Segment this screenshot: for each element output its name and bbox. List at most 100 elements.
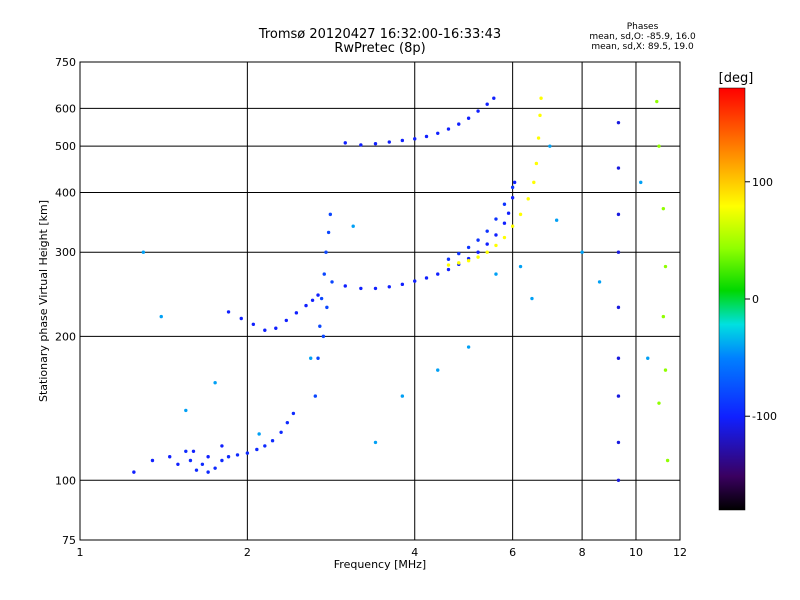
data-point (485, 229, 489, 233)
phases-o-mode: mean, sd,O: -85.9, 16.0 (589, 32, 696, 42)
x-tick-label: 1 (77, 546, 84, 559)
data-point (226, 455, 231, 459)
data-point (326, 230, 331, 235)
data-point (322, 272, 326, 276)
data-point (291, 411, 296, 416)
data-point (548, 144, 552, 148)
data-point (176, 462, 180, 467)
colorbar-tick-label: 100 (752, 176, 773, 189)
data-point (424, 134, 429, 139)
data-point (661, 314, 666, 319)
data-point (310, 298, 315, 302)
data-point (330, 280, 334, 284)
data-point (616, 305, 621, 310)
y-tick-labels: 75 100 200 300 400 500 600 750 (55, 56, 76, 547)
data-point (318, 324, 322, 328)
data-point (321, 334, 326, 339)
data-point (373, 141, 378, 146)
data-point (294, 311, 299, 315)
data-point (200, 462, 205, 467)
data-point (400, 138, 405, 143)
data-point (343, 141, 347, 145)
data-point (494, 243, 498, 248)
data-point (436, 368, 440, 372)
data-point (502, 221, 507, 225)
data-point (466, 245, 471, 250)
x-tick-label: 2 (244, 546, 251, 559)
data-point (413, 279, 417, 283)
data-point (400, 394, 405, 398)
data-point (270, 439, 275, 443)
grid-lines (80, 62, 680, 540)
data-points (132, 96, 670, 482)
data-point (343, 284, 347, 288)
phases-x-mode: mean, sd,X: 89.5, 19.0 (591, 42, 694, 52)
data-point (359, 143, 363, 147)
data-point (220, 458, 224, 463)
data-point (324, 250, 328, 254)
data-point (510, 224, 515, 228)
data-point (597, 280, 602, 284)
chart-title: Tromsø 20120427 16:32:00-16:33:43 (258, 27, 502, 42)
data-point (476, 250, 480, 254)
data-point (661, 206, 666, 211)
data-point (457, 251, 461, 256)
data-point (373, 440, 378, 445)
data-point (616, 212, 621, 217)
data-point (494, 217, 498, 221)
data-point (184, 408, 188, 413)
data-point (616, 394, 621, 398)
data-point (313, 394, 318, 398)
data-point (387, 140, 391, 144)
y-tick-label: 300 (55, 246, 76, 259)
data-point (502, 235, 507, 240)
data-point (510, 185, 515, 190)
phases-title: Phases (626, 22, 659, 32)
x-axis-label: Frequency [MHz] (334, 558, 426, 571)
data-point (328, 212, 333, 217)
data-point (536, 136, 541, 140)
chart-subtitle: RwPretec (8p) (334, 41, 426, 56)
data-point (502, 202, 507, 206)
data-point (359, 286, 363, 291)
data-point (518, 212, 523, 217)
data-point (616, 440, 621, 445)
x-tick-label: 10 (629, 546, 643, 559)
data-point (457, 122, 461, 126)
data-point (168, 455, 172, 459)
data-point (657, 401, 661, 405)
data-point (538, 113, 542, 118)
data-point (446, 127, 451, 131)
data-point (285, 420, 290, 425)
data-point (512, 180, 517, 185)
data-point (534, 161, 539, 166)
data-point (150, 458, 155, 463)
data-point (309, 356, 313, 360)
x-tick-labels: 1 2 4 6 8 10 12 (77, 546, 688, 559)
data-point (206, 470, 210, 474)
data-point (220, 444, 224, 448)
data-point (526, 197, 530, 201)
data-point (532, 180, 536, 185)
y-axis-label: Stationary phase Virtual Height [km] (37, 200, 50, 402)
data-point (132, 470, 136, 474)
data-point (213, 381, 217, 385)
data-point (539, 96, 543, 100)
data-point (191, 449, 196, 453)
data-point (245, 451, 250, 455)
data-point (400, 282, 405, 287)
data-point (141, 250, 146, 254)
data-point (316, 356, 320, 360)
data-point (263, 444, 267, 448)
data-point (492, 96, 496, 100)
data-point (580, 250, 584, 254)
data-point (213, 466, 217, 470)
data-point (518, 264, 523, 269)
y-tick-label: 75 (62, 534, 76, 547)
colorbar (718, 87, 746, 511)
data-point (646, 356, 650, 360)
data-point (188, 458, 193, 463)
data-point (554, 218, 559, 222)
data-point (446, 257, 451, 261)
data-point (485, 242, 489, 246)
